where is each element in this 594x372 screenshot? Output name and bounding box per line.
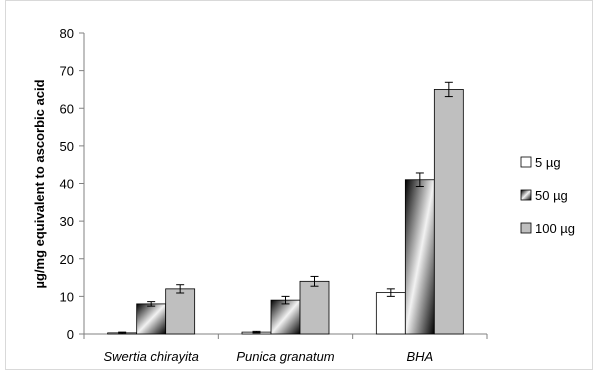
- bar: [299, 280, 330, 335]
- x-category-label: Punica granatum: [236, 349, 334, 364]
- bar: [270, 299, 301, 335]
- legend-label: 100 µg: [535, 221, 575, 236]
- bar: [136, 303, 167, 335]
- y-tick-label: 70: [60, 64, 74, 79]
- y-tick-label: 30: [60, 214, 74, 229]
- y-tick-label: 80: [60, 26, 74, 41]
- y-tick-label: 0: [67, 327, 74, 342]
- bar: [433, 89, 464, 335]
- legend-label: 5 µg: [535, 155, 561, 170]
- legend-label: 50 µg: [535, 188, 568, 203]
- bar: [165, 288, 196, 335]
- x-category-label: BHA: [406, 349, 433, 364]
- bars: [107, 81, 464, 335]
- legend-swatch: [520, 189, 532, 201]
- bar: [404, 179, 435, 335]
- y-tick-label: 40: [60, 177, 74, 192]
- y-axis-label: µg/mg equivalent to ascorbic acid: [32, 79, 47, 288]
- y-tick-label: 10: [60, 289, 74, 304]
- legend: 5 µg 50 µg 100 µg: [520, 155, 575, 236]
- x-category-label: Swertia chirayita: [103, 349, 198, 364]
- bar: [375, 292, 406, 335]
- y-tick-label: 60: [60, 101, 74, 116]
- legend-swatch: [520, 156, 532, 168]
- y-tick-label: 50: [60, 139, 74, 154]
- y-tick-label: 20: [60, 252, 74, 267]
- legend-swatch: [520, 222, 532, 234]
